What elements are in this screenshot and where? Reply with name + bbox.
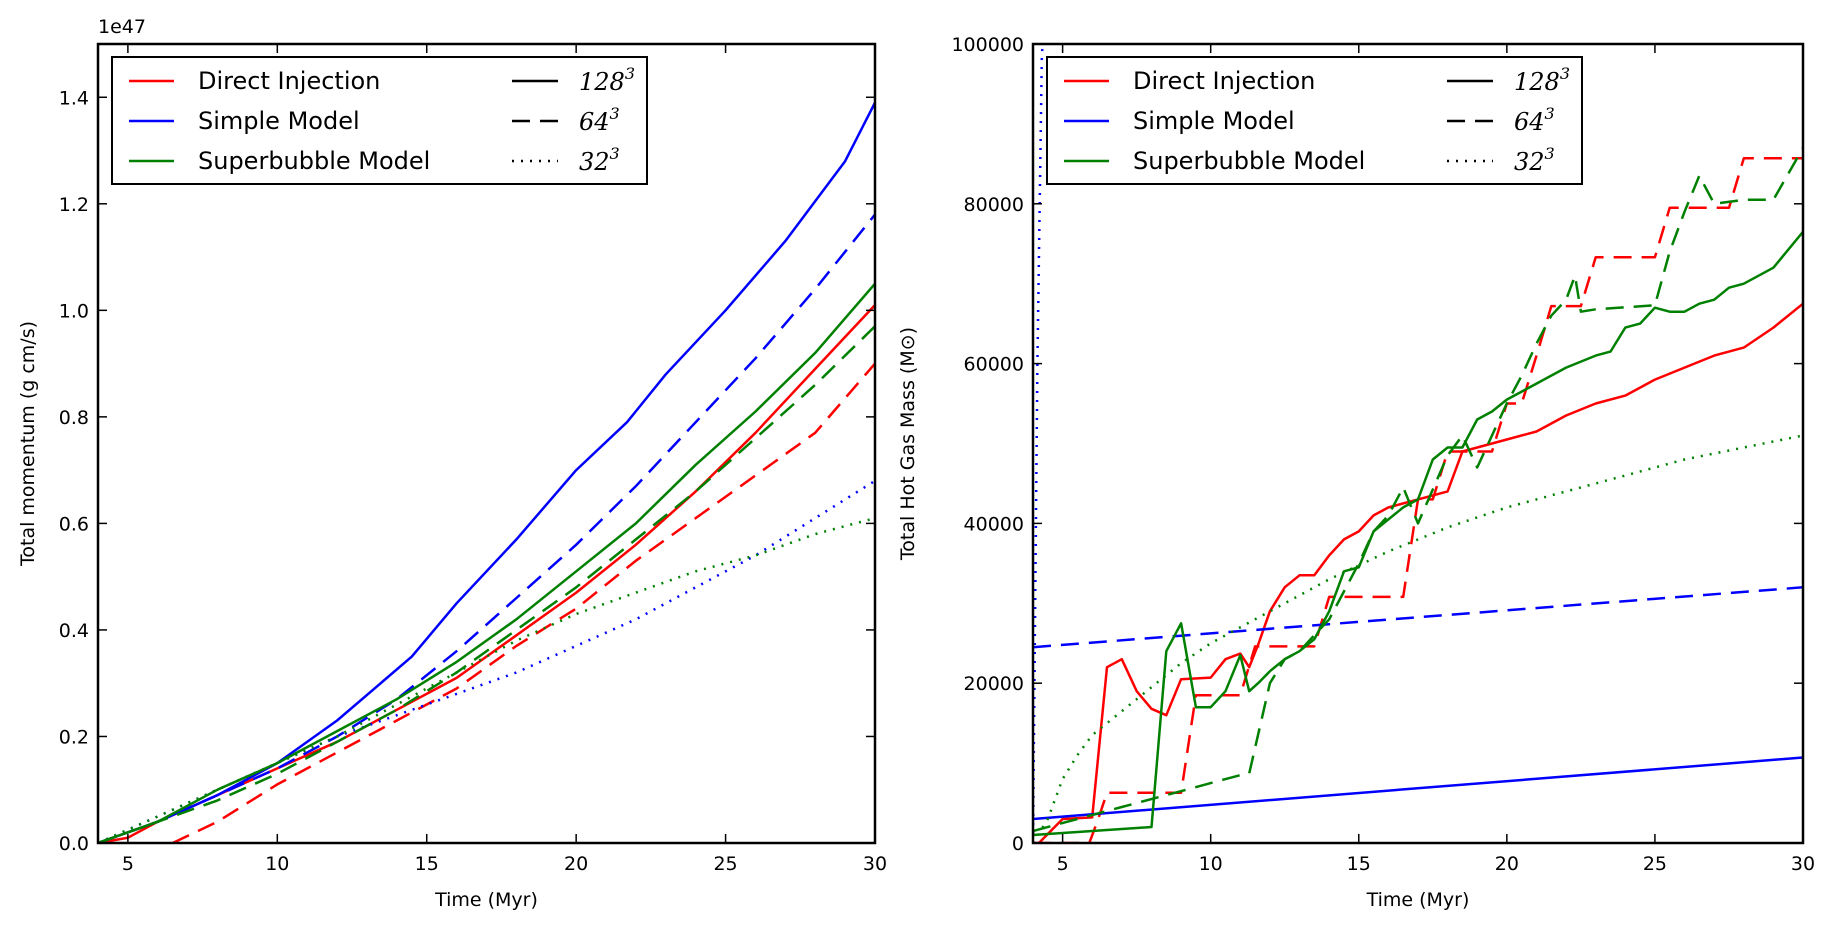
y-tick-label: 0.2 — [59, 726, 89, 748]
series-line-superbubble-dashed — [98, 325, 875, 843]
legend-label-simple: Simple Model — [198, 107, 360, 135]
panel-right: 5 10 15 20 25 30 0 20000 40000 60000 80000 100000 Ti… — [897, 34, 1815, 911]
series-line-direct-dashed — [1033, 157, 1803, 843]
series-line-superbubble-dotted — [1033, 434, 1803, 843]
x-tick-label: 30 — [863, 853, 887, 875]
legend-label-superbubble: Superbubble Model — [1133, 147, 1365, 175]
legend: Direct Injection Simple Model Superbubble … — [1046, 56, 1583, 185]
y-tick-label: 1.4 — [59, 87, 89, 109]
series-line-superbubble-solid — [98, 282, 875, 843]
series-line-direct-solid — [98, 304, 875, 843]
legend-label-simple: Simple Model — [1133, 107, 1295, 135]
series-group — [98, 102, 875, 843]
axis-offset-label: 1e47 — [98, 16, 146, 38]
y-axis-label: Total Hot Gas Mass (M⊙) — [897, 327, 919, 561]
y-tick-label: 0.4 — [59, 620, 89, 642]
y-tick-label: 40000 — [964, 513, 1024, 535]
legend-label-direct: Direct Injection — [1133, 67, 1315, 95]
y-tick-label: 0.8 — [59, 407, 89, 429]
legend-label-direct: Direct Injection — [198, 67, 380, 95]
y-tick-label: 100000 — [951, 34, 1024, 56]
series-line-superbubble-solid — [1033, 231, 1803, 837]
x-tick-label: 15 — [415, 853, 439, 875]
series-line-superbubble-dotted — [98, 516, 875, 843]
series-line-direct-dashed — [172, 362, 875, 843]
y-tick-label: 0.0 — [59, 833, 89, 855]
series-line-simple-dashed — [1033, 586, 1803, 649]
x-tick-label: 25 — [713, 853, 737, 875]
series-line-simple-solid — [98, 102, 875, 843]
x-tick-label: 20 — [564, 853, 588, 875]
series-line-superbubble-dashed — [1033, 147, 1803, 833]
series-line-simple-dotted — [1033, 44, 1045, 843]
x-axis-label: Time (Myr) — [1366, 889, 1470, 911]
y-tick-label: 0.6 — [59, 513, 89, 535]
series-group — [1033, 44, 1803, 843]
y-tick-label: 60000 — [964, 354, 1024, 376]
y-tick-label: 20000 — [964, 673, 1024, 695]
x-tick-label: 20 — [1495, 853, 1519, 875]
x-tick-label: 5 — [122, 853, 134, 875]
series-line-simple-dotted — [98, 479, 875, 843]
x-tick-label: 5 — [1057, 853, 1069, 875]
y-tick-label: 80000 — [964, 194, 1024, 216]
series-line-direct-solid — [1038, 302, 1803, 843]
y-tick-label: 0 — [1012, 833, 1024, 855]
series-line-simple-solid — [1033, 756, 1803, 821]
x-tick-label: 10 — [265, 853, 289, 875]
y-axis-label: Total momentum (g cm/s) — [17, 321, 39, 567]
y-tick-label: 1.2 — [59, 194, 89, 216]
x-tick-label: 10 — [1199, 853, 1223, 875]
x-tick-label: 30 — [1791, 853, 1815, 875]
series-line-simple-dashed — [98, 213, 875, 843]
axes-frame — [1031, 42, 1805, 845]
x-axis-label: Time (Myr) — [434, 889, 538, 911]
legend-label-r128: 1283 — [579, 64, 635, 96]
y-tick-label: 1.0 — [59, 300, 89, 322]
x-tick-label: 25 — [1643, 853, 1667, 875]
legend: Direct Injection Simple Model Superbubble … — [111, 56, 648, 185]
x-tick-label: 15 — [1347, 853, 1371, 875]
axes-frame — [96, 42, 877, 845]
legend-label-superbubble: Superbubble Model — [198, 147, 430, 175]
panel-left: 5 10 15 20 25 30 0.0 0.2 0.4 0.6 0.8 1.0 1.2 1.4 1e47 T… — [17, 16, 887, 911]
